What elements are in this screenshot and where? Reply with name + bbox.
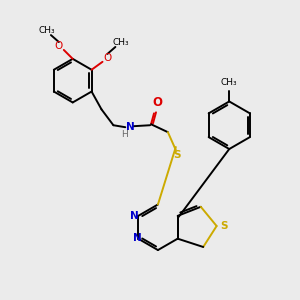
Text: CH₃: CH₃ [221,78,238,87]
Text: O: O [103,53,112,63]
Text: S: S [173,150,181,160]
Text: N: N [126,122,135,132]
Text: O: O [55,41,63,51]
Text: CH₃: CH₃ [39,26,55,34]
Text: CH₃: CH₃ [112,38,129,46]
Text: S: S [220,221,227,231]
Text: N: N [133,233,142,243]
Text: N: N [130,211,139,221]
Text: H: H [121,130,128,139]
Text: O: O [152,96,162,109]
